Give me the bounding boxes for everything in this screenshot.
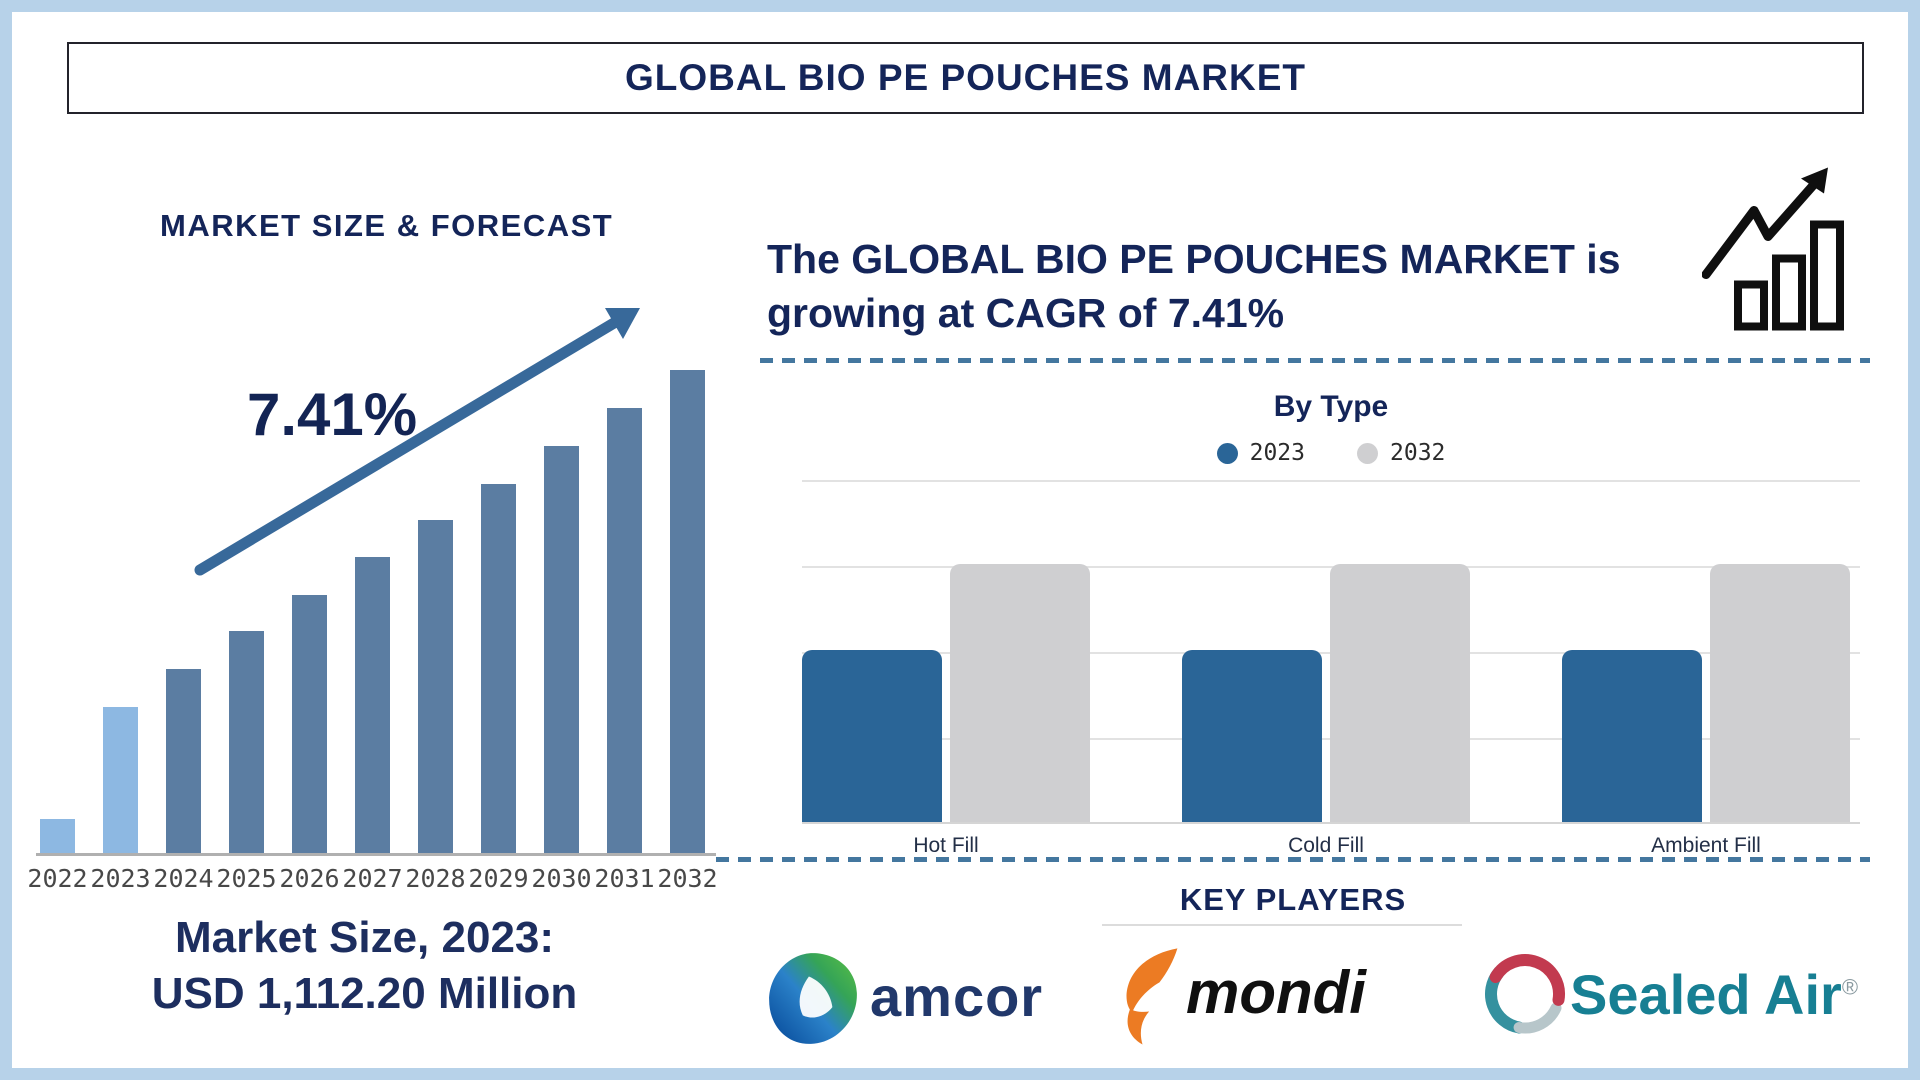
- bytype-bar-2032: [1330, 564, 1470, 822]
- gridline: [802, 480, 1860, 482]
- bytype-bar-2032: [950, 564, 1090, 822]
- growth-statement-line2: growing at CAGR of 7.41%: [767, 290, 1285, 336]
- market-size-bar-2025: [229, 631, 264, 855]
- bytype-group-hot-fill: [802, 564, 1090, 822]
- amcor-logo-icon: [769, 953, 857, 1044]
- bytype-bar-2023: [1562, 650, 1702, 822]
- mondi-logo-icon: [1126, 948, 1178, 1045]
- sealedair-logo-text: Sealed Air®: [1570, 962, 1858, 1027]
- year-label-2030: 2030: [531, 864, 592, 893]
- bytype-category-labels: Hot Fill Cold Fill Ambient Fill: [802, 834, 1850, 858]
- market-size-bar-2023: [103, 707, 138, 855]
- bytype-group-cold-fill: [1182, 564, 1470, 822]
- legend-item-2032: 2032: [1357, 440, 1445, 466]
- legend-label: 2032: [1390, 440, 1446, 466]
- market-size-bar-2031: [607, 408, 642, 855]
- market-size-bar-2028: [418, 520, 453, 855]
- key-players-underline: [1102, 924, 1462, 926]
- year-label-2027: 2027: [342, 864, 403, 893]
- market-size-bar-2030: [544, 446, 579, 855]
- year-label-2032: 2032: [657, 864, 718, 893]
- x-axis-baseline: [36, 853, 716, 856]
- market-size-chart: [40, 370, 706, 855]
- bytype-bar-groups: [802, 564, 1850, 822]
- sealedair-name: Sealed Air: [1570, 963, 1842, 1026]
- legend-swatch-icon: [1357, 442, 1378, 464]
- market-size-bar-2027: [355, 557, 390, 855]
- growth-statement-line1: The GLOBAL BIO PE POUCHES MARKET is: [767, 236, 1621, 282]
- mondi-logo-text: mondi: [1186, 959, 1366, 1026]
- bytype-bar-2023: [1182, 650, 1322, 822]
- market-size-caption-line2: USD 1,112.20 Million: [151, 969, 578, 1018]
- page-title: GLOBAL BIO PE POUCHES MARKET: [624, 57, 1307, 98]
- key-players-heading: KEY PLAYERS: [1179, 882, 1407, 917]
- growth-bars-icon: [1702, 167, 1844, 331]
- year-label-2028: 2028: [405, 864, 466, 893]
- market-size-bar-2029: [481, 484, 516, 855]
- market-size-bar-2022: [40, 819, 75, 855]
- cagr-callout: 7.41%: [247, 381, 418, 448]
- registered-mark: ®: [1841, 974, 1859, 1000]
- category-label: Hot Fill: [913, 834, 979, 857]
- category-label: Ambient Fill: [1651, 834, 1761, 857]
- year-label-2026: 2026: [279, 864, 340, 893]
- bytype-title: By Type: [1273, 390, 1389, 423]
- legend-label: 2023: [1249, 440, 1305, 466]
- year-label-2023: 2023: [90, 864, 151, 893]
- dashed-divider-top: [760, 358, 1870, 363]
- bytype-group-ambient-fill: [1562, 564, 1850, 822]
- market-forecast-heading: MARKET SIZE & FORECAST: [160, 208, 614, 243]
- bytype-bar-2023: [802, 650, 942, 822]
- growth-statement: The GLOBAL BIO PE POUCHES MARKET is grow…: [767, 232, 1727, 340]
- year-label-2025: 2025: [216, 864, 277, 893]
- legend-swatch-icon: [1216, 442, 1238, 464]
- gridline-baseline: [802, 822, 1860, 824]
- bytype-chart: [802, 480, 1860, 824]
- year-label-2024: 2024: [153, 864, 214, 893]
- year-label-2022: 2022: [27, 864, 88, 893]
- dashed-divider-bottom: [716, 857, 1870, 862]
- amcor-logo-text: amcor: [870, 965, 1044, 1028]
- year-label-2029: 2029: [468, 864, 529, 893]
- bytype-bar-2032: [1710, 564, 1850, 822]
- sealedair-logo-icon: [1485, 954, 1565, 1034]
- year-label-2031: 2031: [594, 864, 655, 893]
- legend-item-2023: 2023: [1216, 440, 1305, 466]
- market-size-caption: Market Size, 2023: USD 1,112.20 Million: [42, 910, 687, 1022]
- market-size-caption-line1: Market Size, 2023:: [174, 913, 555, 962]
- market-size-bar-2032: [670, 370, 705, 855]
- market-size-bar-2024: [166, 669, 201, 855]
- title-box: GLOBAL BIO PE POUCHES MARKET: [67, 42, 1864, 114]
- category-label: Cold Fill: [1288, 834, 1364, 857]
- market-size-bar-2026: [292, 595, 327, 855]
- rising-trend-arrow-icon: [194, 308, 640, 576]
- bytype-legend: 2023 2032: [802, 440, 1860, 466]
- year-axis-labels: 2022 2023 2024 2025 2026 2027 2028 2029 2030 2031…: [26, 864, 719, 893]
